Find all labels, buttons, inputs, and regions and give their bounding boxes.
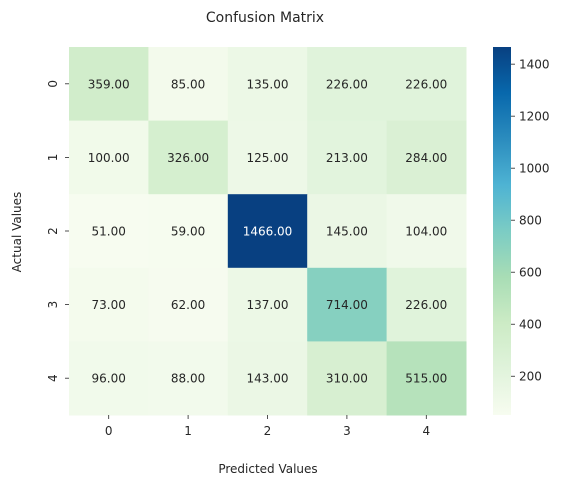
- heatmap-cell-2-3: [307, 194, 388, 269]
- colorbar-tick-label-4: 1000: [519, 162, 550, 176]
- heatmap-cell-0-2: [227, 47, 308, 122]
- cell-value-label-2-2: 1466.00: [243, 225, 293, 239]
- colorbar-tick-label-5: 1200: [519, 110, 550, 124]
- x-tick-label-1: 1: [184, 424, 192, 438]
- cell-value-label-1-3: 213.00: [326, 151, 368, 165]
- heatmap-cell-4-0: [69, 341, 149, 416]
- heatmap-cell-2-2: [227, 194, 308, 269]
- cell-value-label-2-0: 51.00: [92, 225, 126, 239]
- cell-value-label-2-3: 145.00: [326, 225, 368, 239]
- x-tick-label-2: 2: [264, 424, 272, 438]
- cell-value-label-1-4: 284.00: [405, 151, 447, 165]
- heatmap-cell-1-4: [386, 120, 467, 195]
- cell-value-label-3-3: 714.00: [326, 298, 368, 312]
- y-tick-label-4: 4: [46, 374, 60, 382]
- heatmap-cell-1-0: [69, 120, 149, 195]
- colorbar-tick-label-2: 600: [519, 266, 542, 280]
- cell-value-label-3-4: 226.00: [405, 298, 447, 312]
- cell-value-label-3-2: 137.00: [247, 298, 289, 312]
- heatmap-cell-3-1: [148, 267, 229, 342]
- heatmap-cell-4-2: [227, 341, 308, 416]
- heatmap-cell-3-3: [307, 267, 388, 342]
- cell-value-label-0-2: 135.00: [247, 77, 289, 91]
- colorbar-ticks: 200 400 600 800 1000 1200 1400: [511, 58, 550, 384]
- cell-value-label-3-1: 62.00: [171, 298, 205, 312]
- heatmap-cell-2-4: [386, 194, 467, 269]
- heatmap-cell-0-1: [148, 47, 229, 122]
- heatmap-cells: [69, 47, 467, 416]
- heatmap-cell-3-2: [227, 267, 308, 342]
- y-tick-label-0: 0: [46, 80, 60, 88]
- colorbar-tick-label-6: 1400: [519, 58, 550, 72]
- heatmap-cell-2-1: [148, 194, 229, 269]
- cell-value-label-2-1: 59.00: [171, 225, 205, 239]
- heatmap-cell-3-0: [69, 267, 149, 342]
- heatmap-cell-0-3: [307, 47, 388, 122]
- heatmap-cell-3-4: [386, 267, 467, 342]
- heatmap-cell-4-3: [307, 341, 388, 416]
- heatmap-cell-0-4: [386, 47, 467, 122]
- colorbar-tick-label-1: 400: [519, 318, 542, 332]
- heatmap-cell-0-0: [69, 47, 149, 122]
- cell-value-label-1-2: 125.00: [247, 151, 289, 165]
- cell-value-label-4-0: 96.00: [92, 372, 126, 386]
- y-axis-label: Actual Values: [10, 192, 24, 273]
- cell-value-label-4-2: 143.00: [247, 372, 289, 386]
- cell-value-label-3-0: 73.00: [92, 298, 126, 312]
- cell-value-label-0-0: 359.00: [88, 77, 130, 91]
- y-axis: 0 1 2 3 4: [46, 80, 69, 382]
- cell-value-label-1-0: 100.00: [88, 151, 130, 165]
- cell-value-label-2-4: 104.00: [405, 225, 447, 239]
- cell-value-label-0-4: 226.00: [405, 77, 447, 91]
- x-tick-label-3: 3: [343, 424, 351, 438]
- heatmap-cell-4-4: [386, 341, 467, 416]
- colorbar-tick-label-3: 800: [519, 214, 542, 228]
- cell-value-label-4-1: 88.00: [171, 372, 205, 386]
- cell-value-label-4-3: 310.00: [326, 372, 368, 386]
- x-axis: 0 1 2 3 4: [105, 415, 430, 438]
- heatmap-cell-1-3: [307, 120, 388, 195]
- y-tick-label-1: 1: [46, 154, 60, 162]
- heatmap-cell-2-0: [69, 194, 149, 269]
- cell-value-label-1-1: 326.00: [167, 151, 209, 165]
- x-tick-label-4: 4: [422, 424, 430, 438]
- colorbar-tick-label-0: 200: [519, 370, 542, 384]
- y-tick-label-2: 2: [46, 227, 60, 235]
- chart-title: Confusion Matrix: [206, 10, 324, 26]
- cell-value-label-0-3: 226.00: [326, 77, 368, 91]
- cell-value-label-4-4: 515.00: [405, 372, 447, 386]
- x-tick-label-0: 0: [105, 424, 113, 438]
- colorbar: [493, 47, 511, 415]
- heatmap-cell-4-1: [148, 341, 229, 416]
- y-tick-label-3: 3: [46, 301, 60, 309]
- heatmap-cell-labels: 359.00 85.00 135.00 226.00 226.00 100.00 326.0…: [88, 77, 448, 385]
- x-axis-label: Predicted Values: [218, 462, 317, 476]
- heatmap-cell-1-2: [227, 120, 308, 195]
- cell-value-label-0-1: 85.00: [171, 77, 205, 91]
- heatmap-cell-1-1: [148, 120, 229, 195]
